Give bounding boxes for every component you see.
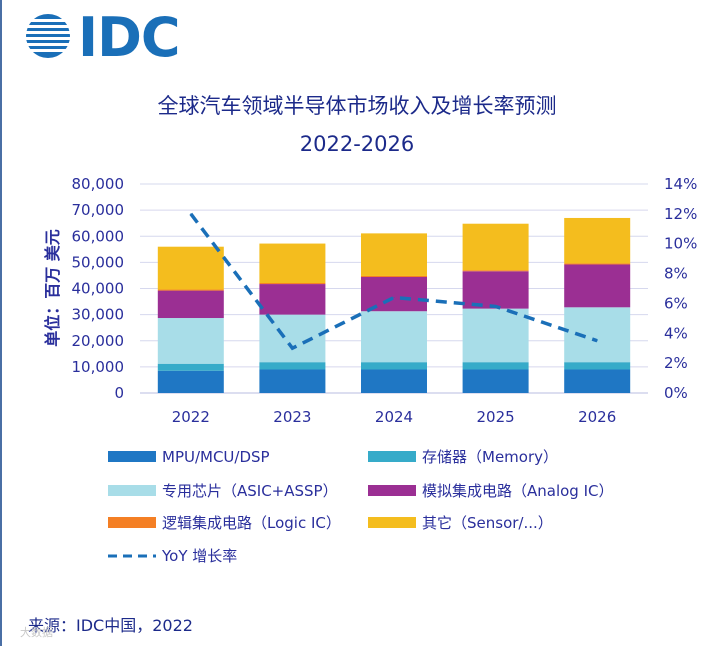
bar-segment [564,263,631,265]
y-tick-label: 60,000 [72,227,125,245]
bar-segment [564,362,631,370]
bar-segment [361,277,427,312]
legend-item-logic: 逻辑集成电路（Logic IC） [108,514,341,532]
bar-segment [564,307,631,363]
y-tick-label: 50,000 [72,253,125,271]
bar-segment [462,369,529,393]
legend-label-logic: 逻辑集成电路（Logic IC） [162,514,341,532]
x-tick-label: 2022 [172,408,210,426]
logo-text: IDC [78,6,180,69]
y-tick-label: 40,000 [72,280,125,298]
legend-label-asic: 专用芯片（ASIC+ASSP） [162,482,338,500]
y2-tick-label: 10% [664,235,697,253]
bar-segment [361,311,427,363]
bar-segment [462,362,529,370]
idc-logo: IDC [24,6,181,69]
globe-icon [24,14,72,58]
bar-segment [564,369,631,393]
yoy-point [291,347,293,349]
legend-item-yoy: YoY 增长率 [108,547,237,565]
bar-segment [462,270,529,272]
y2-tick-label: 4% [664,324,688,342]
yoy-line-path [189,212,598,351]
yoy-point [495,305,497,307]
bar-segment [361,275,427,278]
x-tick-label: 2023 [273,408,311,426]
legend-swatch-other [368,517,416,528]
y-tick-label: 20,000 [72,332,125,350]
y2-tick-label: 8% [664,265,688,283]
y-tick-label: 70,000 [72,201,125,219]
y-tick-label: 0 [114,384,124,402]
y2-tick-label: 6% [664,294,688,312]
y-tick-label: 80,000 [72,175,125,193]
bar-segment [564,217,631,264]
legend-swatch-analog [368,485,416,496]
bar-segment [564,264,631,308]
legend-swatch-memory [368,451,416,462]
x-tick-label: 2024 [375,408,413,426]
y-axis-label: 单位：百万 美元 [43,229,62,347]
legend-swatch-logic [108,517,156,528]
bar-segment [361,369,427,393]
legend-label-memory: 存储器（Memory） [422,448,558,466]
bar-segment [259,284,326,315]
bar-segment [157,246,224,290]
legend-swatch-asic [108,485,156,496]
stacked-bars [157,217,631,393]
y-tick-label: 10,000 [72,358,125,376]
legend-swatch-mpu [108,451,156,462]
yoy-point [596,340,598,342]
y-tick-label: 30,000 [72,306,125,324]
bar-segment [157,289,224,291]
legend: MPU/MCU/DSP 存储器（Memory） 专用芯片（ASIC+ASSP） … [108,448,614,565]
x-tick-label: 2025 [477,408,515,426]
x-axis-ticks: 2022 2023 2024 2025 2026 [172,408,617,426]
y2-tick-label: 12% [664,205,697,223]
y2-tick-label: 2% [664,354,688,372]
y2-tick-label: 0% [664,384,688,402]
legend-label-mpu: MPU/MCU/DSP [162,448,270,466]
bar-segment [259,369,326,393]
bar-segment [259,243,326,284]
yoy-line [189,212,598,351]
bar-segment [462,223,529,271]
legend-label-other: 其它（Sensor/...） [422,514,553,532]
bar-segment [361,233,427,276]
left-border [0,0,2,646]
watermark: 大数据 [20,625,53,639]
bar-segment [157,318,224,364]
x-tick-label: 2026 [578,408,616,426]
legend-item-mpu: MPU/MCU/DSP [108,448,270,466]
bar-segment [259,283,326,285]
source-note: 来源：IDC中国，2022 [28,616,193,635]
y-axis-ticks: 0 10,000 20,000 30,000 40,000 50,000 60,000 70,… [72,175,125,402]
bar-segment [157,363,224,371]
bar-segment [462,308,529,363]
legend-label-analog: 模拟集成电路（Analog IC） [422,482,614,500]
legend-item-other: 其它（Sensor/...） [368,514,553,532]
legend-label-yoy: YoY 增长率 [161,547,237,565]
legend-item-asic: 专用芯片（ASIC+ASSP） [108,482,338,500]
bar-segment [157,290,224,319]
chart-title: 全球汽车领域半导体市场收入及增长率预测 [158,94,557,118]
bar-segment [157,370,224,393]
bar-segment [259,362,326,370]
yoy-point [190,213,192,215]
y2-tick-label: 14% [664,175,697,193]
y2-axis-ticks: 0% 2% 4% 6% 8% 10% 12% 14% [664,175,697,402]
bar-segment [361,362,427,370]
bar-segment [259,314,326,363]
yoy-point [393,296,395,298]
bar-segment [462,271,529,309]
chart-subtitle: 2022-2026 [300,132,414,156]
legend-item-analog: 模拟集成电路（Analog IC） [368,482,614,500]
legend-item-memory: 存储器（Memory） [368,448,558,466]
